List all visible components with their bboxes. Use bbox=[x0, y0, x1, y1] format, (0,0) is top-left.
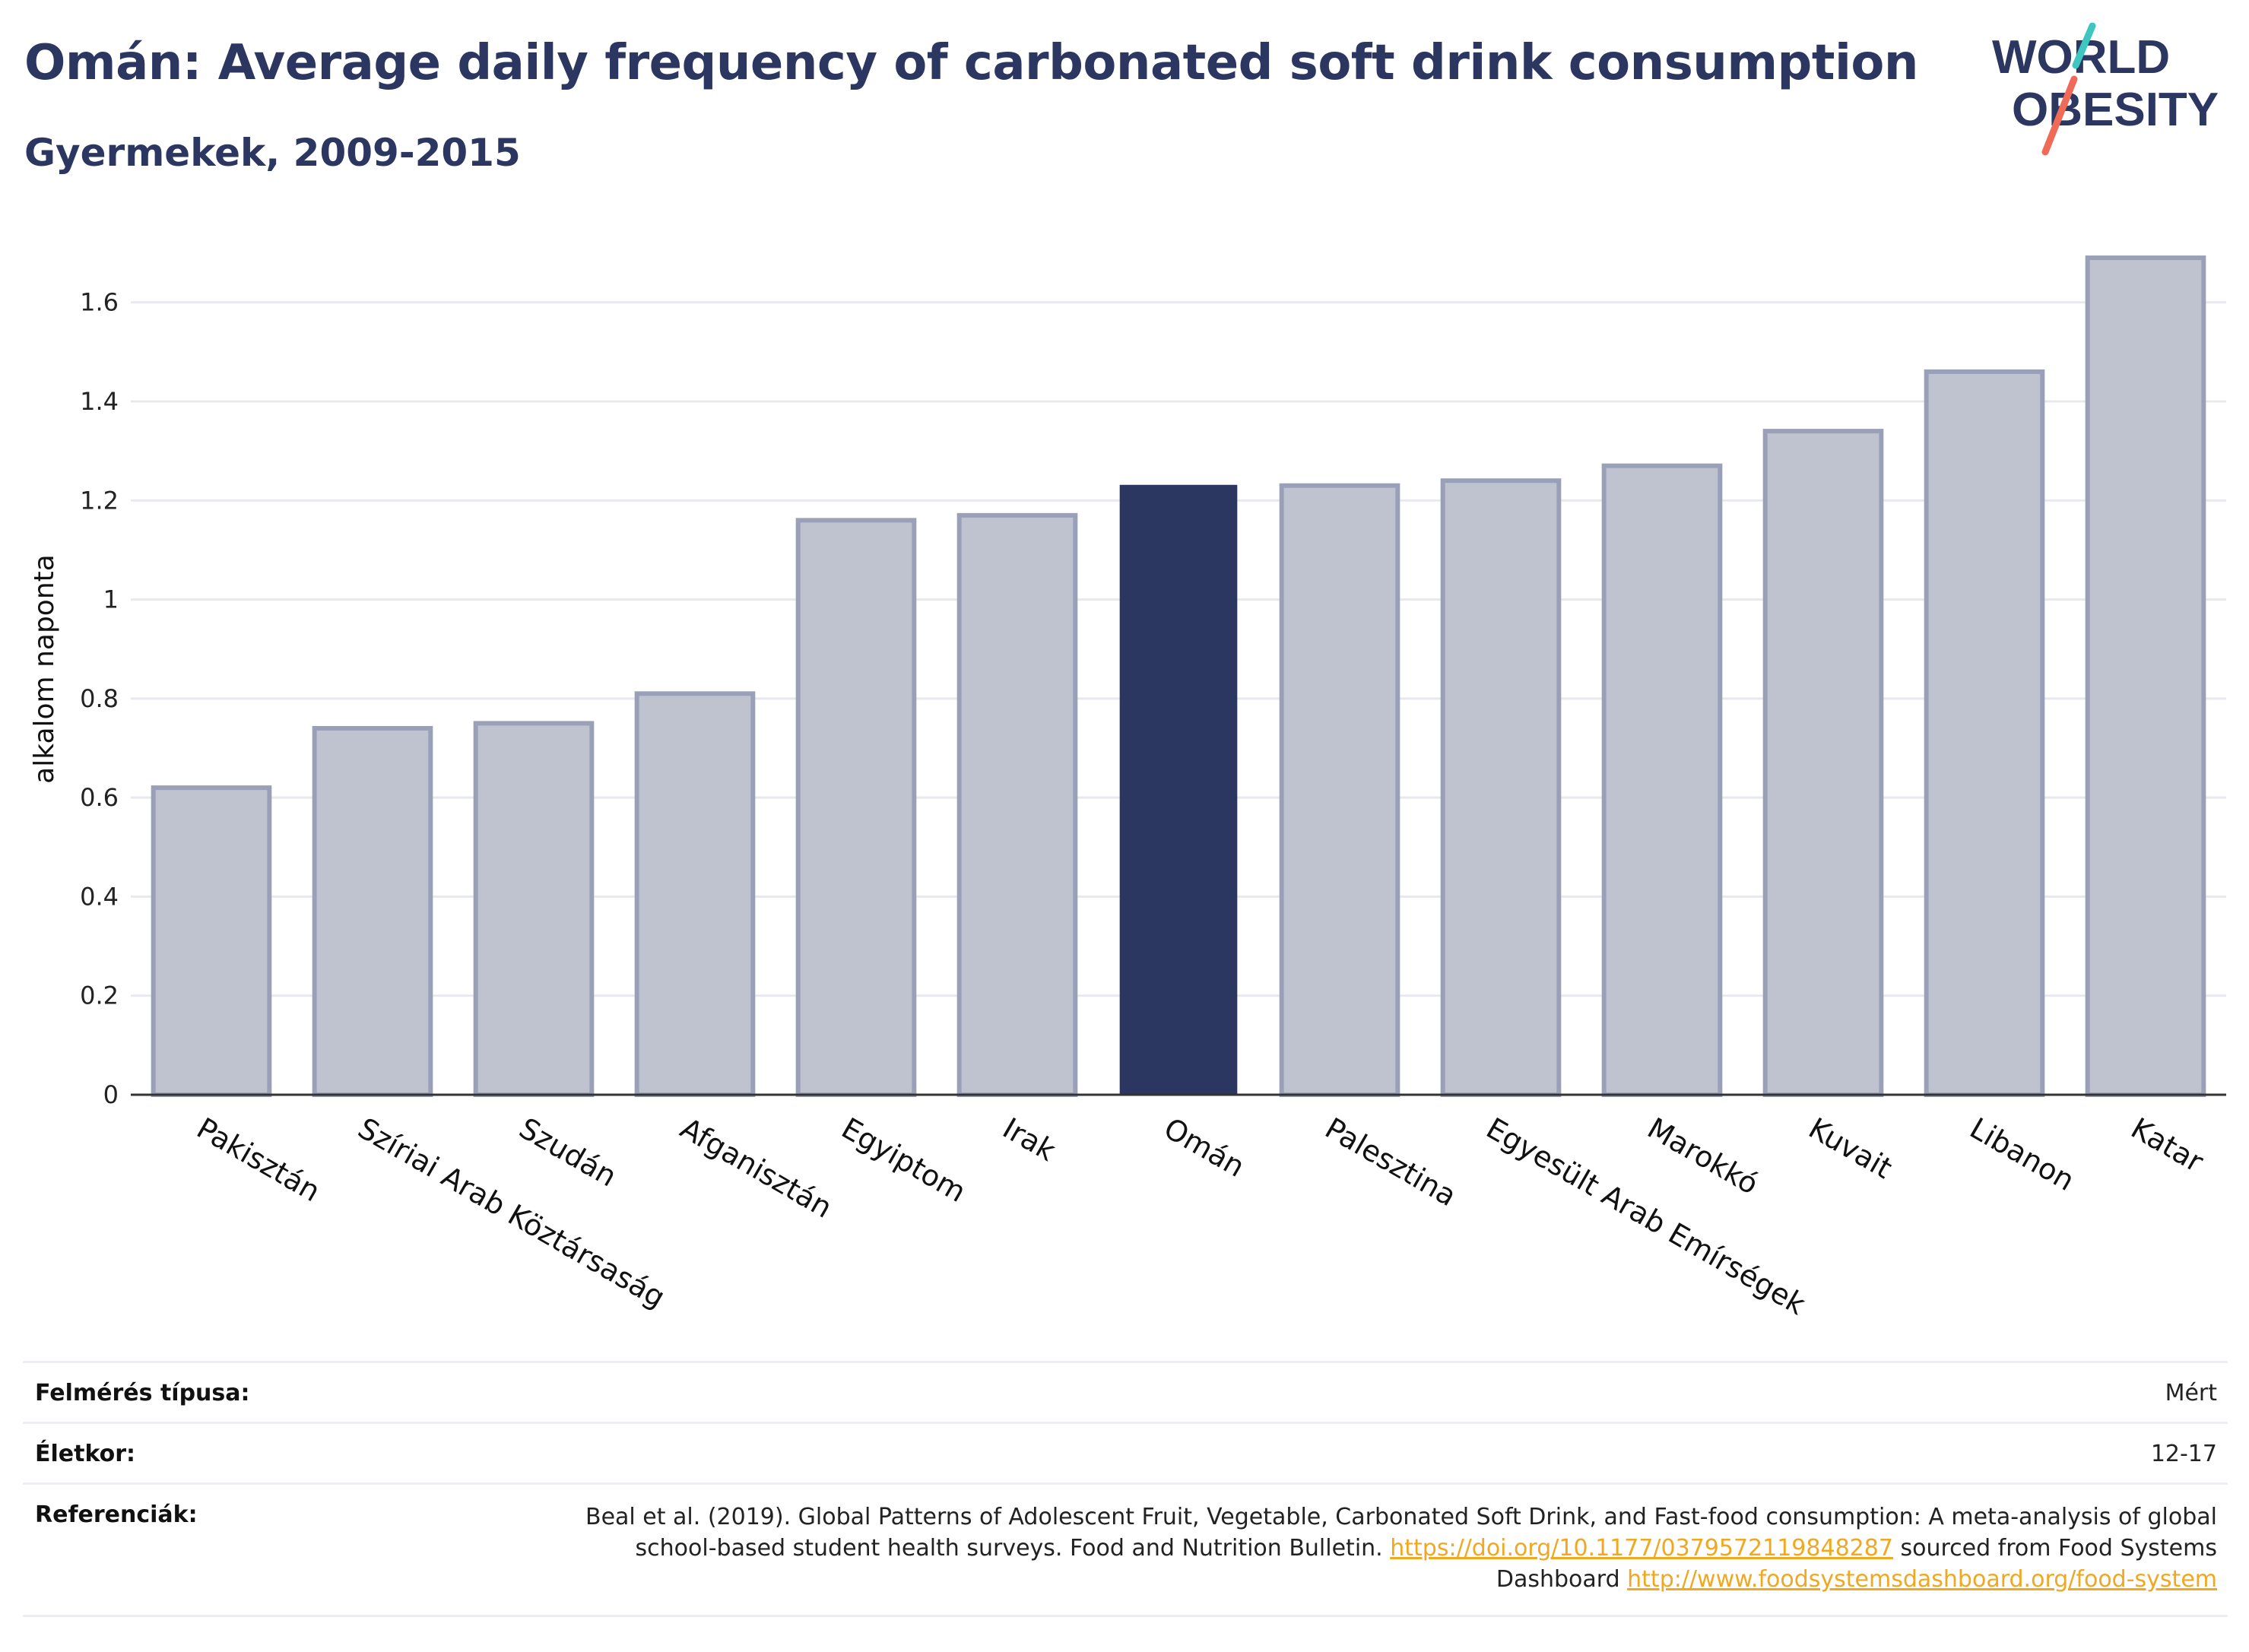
bar bbox=[1440, 478, 1562, 1097]
logo-slash-top bbox=[2072, 23, 2096, 69]
dashboard-link[interactable]: http://www.foodsystemsdashboard.org/food… bbox=[1627, 1566, 2217, 1593]
x-tick-label: Szudán bbox=[514, 1111, 623, 1194]
bar bbox=[1119, 484, 1238, 1096]
metadata-table: Felmérés típusa: Mért Életkor: 12-17 Ref… bbox=[23, 1361, 2228, 1617]
y-tick-label: 0.8 bbox=[80, 684, 119, 713]
bar bbox=[956, 512, 1078, 1097]
y-tick-label: 0 bbox=[103, 1080, 119, 1109]
x-tick-label: Libanon bbox=[1965, 1111, 2080, 1197]
reference-text: Beal et al. (2019). Global Patterns of A… bbox=[585, 1504, 2217, 1562]
bar bbox=[1601, 463, 1723, 1097]
bar bbox=[634, 691, 756, 1097]
meta-row-references: Referenciák: Beal et al. (2019). Global … bbox=[23, 1485, 2228, 1617]
bar bbox=[151, 785, 272, 1097]
logo-slash-bottom bbox=[2041, 75, 2078, 156]
y-tick-label: 1 bbox=[103, 585, 119, 614]
meta-row-survey-type: Felmérés típusa: Mért bbox=[23, 1363, 2228, 1424]
x-tick-label: Egyiptom bbox=[836, 1111, 972, 1209]
x-tick-label: Irak bbox=[998, 1111, 1061, 1168]
y-tick-label: 1.2 bbox=[80, 486, 119, 515]
meta-value: Mért bbox=[2165, 1380, 2217, 1406]
references-text: Beal et al. (2019). Global Patterns of A… bbox=[560, 1501, 2228, 1595]
world-obesity-logo: WORLD OBESITY bbox=[1992, 23, 2219, 156]
y-tick-label: 1.4 bbox=[80, 387, 119, 416]
y-tick-label: 0.4 bbox=[80, 882, 119, 911]
x-tick-label: Omán bbox=[1159, 1111, 1251, 1184]
meta-value: 12-17 bbox=[2150, 1441, 2217, 1467]
bar bbox=[1924, 369, 2045, 1097]
x-tick-label: Szíriai Arab Köztársaság bbox=[353, 1111, 671, 1314]
meta-label: Életkor: bbox=[35, 1441, 136, 1467]
y-tick-label: 0.6 bbox=[80, 783, 119, 812]
doi-link[interactable]: https://doi.org/10.1177/0379572119848287 bbox=[1390, 1535, 1893, 1562]
logo-line-obesity: OBESITY bbox=[2012, 84, 2219, 136]
bar bbox=[1762, 429, 1884, 1097]
chart-title: Omán: Average daily frequency of carbona… bbox=[24, 35, 1918, 91]
x-tick-label: Katar bbox=[2126, 1111, 2209, 1179]
x-tick-label: Palesztina bbox=[1320, 1111, 1462, 1213]
chart-subtitle: Gyermekek, 2009-2015 bbox=[24, 131, 521, 175]
meta-label: Referenciák: bbox=[35, 1501, 198, 1528]
bar bbox=[473, 721, 595, 1098]
x-tick-label: Egyesült Arab Emírségek bbox=[1481, 1111, 1812, 1321]
y-axis-label: alkalom naponta bbox=[29, 554, 60, 784]
y-tick-label: 1.6 bbox=[80, 288, 119, 317]
meta-label: Felmérés típusa: bbox=[35, 1380, 250, 1406]
bar bbox=[795, 518, 917, 1097]
bar bbox=[1279, 483, 1400, 1097]
x-tick-label: Marokkó bbox=[1642, 1111, 1765, 1201]
x-tick-label: Pakisztán bbox=[192, 1111, 326, 1209]
bar bbox=[2085, 255, 2206, 1098]
meta-row-age: Életkor: 12-17 bbox=[23, 1424, 2228, 1485]
y-tick-label: 0.2 bbox=[80, 981, 119, 1010]
bar-chart: 0 0.2 0.4 0.6 0.8 1 1.2 1.4 1.6 alkalom naponta Pa… bbox=[29, 255, 2226, 1321]
bar bbox=[312, 725, 433, 1097]
x-tick-label: Afganisztán bbox=[675, 1111, 838, 1225]
reference-text: sourced from Food Systems Dashboard bbox=[1496, 1535, 2217, 1593]
x-tick-label: Kuvait bbox=[1803, 1111, 1898, 1185]
